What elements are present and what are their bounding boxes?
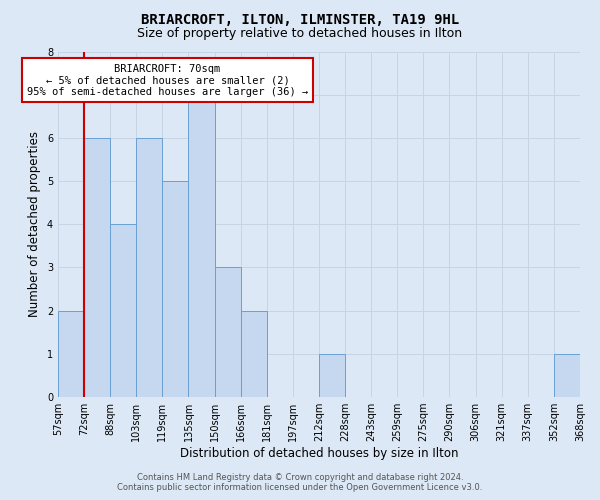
Bar [84, 138, 110, 397]
Bar [163, 181, 188, 397]
Bar [241, 310, 267, 397]
Bar [554, 354, 580, 397]
Bar [136, 138, 163, 397]
X-axis label: Distribution of detached houses by size in Ilton: Distribution of detached houses by size … [180, 447, 458, 460]
Bar [110, 224, 136, 397]
Bar [188, 94, 215, 397]
Text: Size of property relative to detached houses in Ilton: Size of property relative to detached ho… [137, 28, 463, 40]
Text: Contains HM Land Registry data © Crown copyright and database right 2024.
Contai: Contains HM Land Registry data © Crown c… [118, 473, 482, 492]
Bar [215, 268, 241, 397]
Text: BRIARCROFT, ILTON, ILMINSTER, TA19 9HL: BRIARCROFT, ILTON, ILMINSTER, TA19 9HL [141, 12, 459, 26]
Bar [58, 310, 84, 397]
Bar [319, 354, 345, 397]
Text: BRIARCROFT: 70sqm
← 5% of detached houses are smaller (2)
95% of semi-detached h: BRIARCROFT: 70sqm ← 5% of detached house… [27, 64, 308, 97]
Y-axis label: Number of detached properties: Number of detached properties [28, 132, 41, 318]
